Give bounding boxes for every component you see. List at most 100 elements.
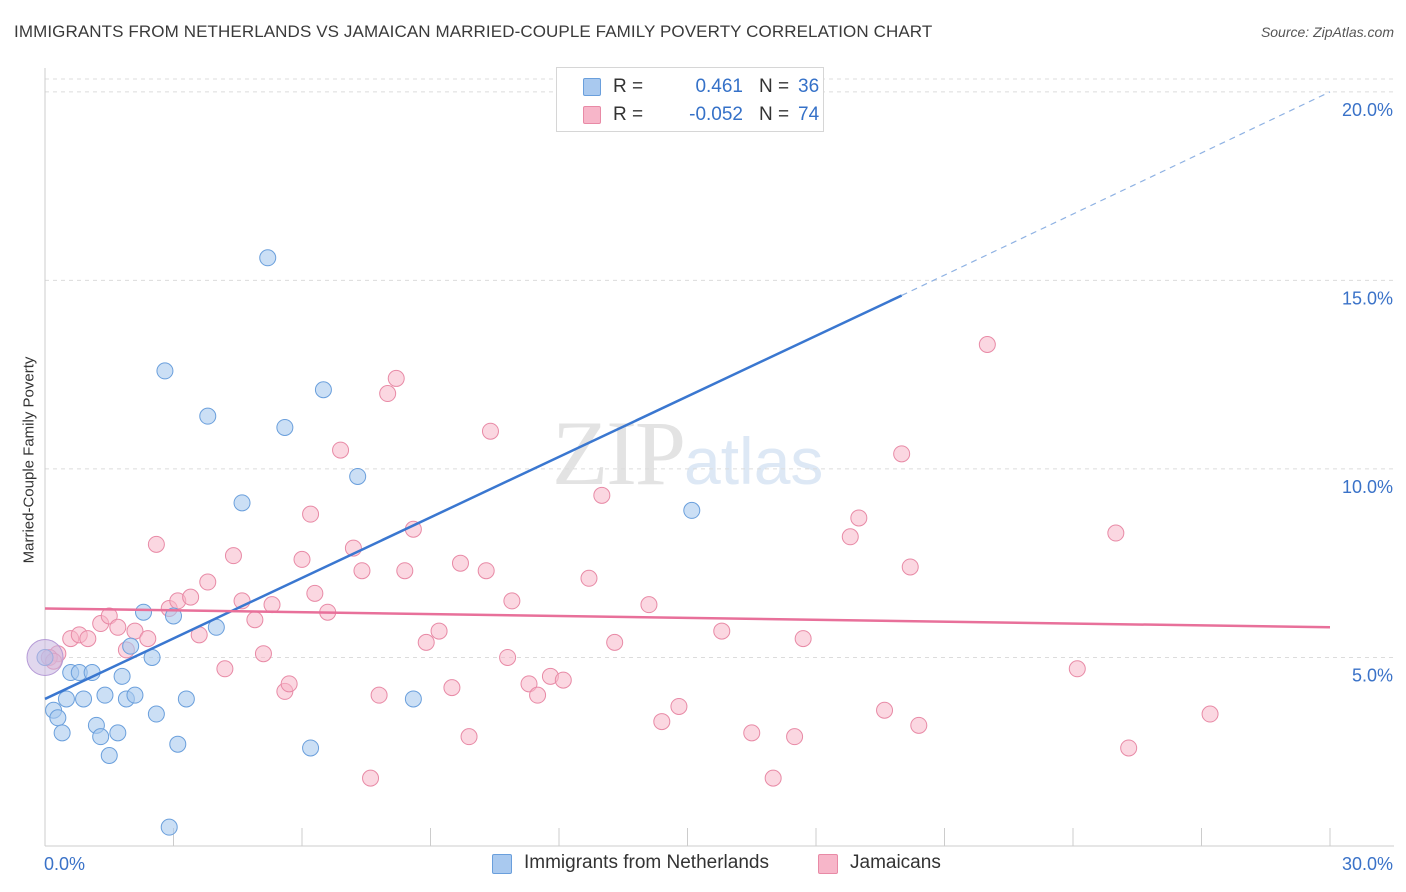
jamaicans-point <box>593 486 611 504</box>
y-tick-label: 5.0% <box>1352 665 1393 685</box>
legend-r-value: 0.461 <box>695 76 743 97</box>
jamaicans-point <box>503 592 521 610</box>
jamaicans-trend-line <box>44 607 1331 629</box>
netherlands-point <box>96 686 114 704</box>
netherlands-point <box>156 362 174 380</box>
correlation-legend: R = 0.461 N = 36 R = -0.052 N = 74 <box>556 67 824 132</box>
legend-n-value: 74 <box>798 104 820 125</box>
overlap-bubble <box>26 638 64 676</box>
jamaicans-point <box>653 713 671 731</box>
netherlands-point <box>169 735 187 753</box>
jamaicans-point <box>430 622 448 640</box>
jamaicans-point <box>451 554 469 572</box>
bottom-legend-swatch-netherlands <box>492 854 512 874</box>
netherlands-trend-extension <box>901 91 1331 297</box>
legend-n-value: 36 <box>798 76 820 97</box>
jamaicans-point <box>640 596 658 614</box>
jamaicans-point <box>580 569 598 587</box>
jamaicans-point <box>224 547 242 565</box>
netherlands-point <box>75 690 93 708</box>
netherlands-point <box>53 724 71 742</box>
jamaicans-point <box>387 369 405 387</box>
netherlands-point <box>165 607 182 625</box>
legend-r-label: R = <box>613 104 644 125</box>
netherlands-point <box>302 739 320 757</box>
netherlands-trend-line <box>44 294 903 701</box>
jamaicans-point <box>332 441 350 459</box>
jamaicans-point <box>182 588 200 606</box>
legend-r-label: R = <box>613 76 644 97</box>
jamaicans-point <box>263 596 281 614</box>
jamaicans-point <box>199 573 217 591</box>
jamaicans-point <box>417 633 435 651</box>
jamaicans-point <box>460 728 478 746</box>
netherlands-point <box>126 686 144 704</box>
y-tick-label: 20.0% <box>1342 100 1393 120</box>
jamaicans-point <box>216 660 234 678</box>
netherlands-point <box>314 381 332 399</box>
legend-n-label: N = <box>759 76 790 97</box>
jamaicans-point <box>443 679 461 697</box>
netherlands-point <box>683 501 701 519</box>
jamaicans-point <box>743 724 761 742</box>
x-tick-label: 30.0% <box>1342 854 1393 874</box>
netherlands-point <box>160 818 178 836</box>
legend-r-value: -0.052 <box>689 104 743 125</box>
bottom-legend-label-netherlands: Immigrants from Netherlands <box>524 852 769 873</box>
jamaicans-point <box>293 550 311 568</box>
netherlands-point <box>57 690 75 708</box>
jamaicans-point <box>1201 705 1219 723</box>
netherlands-point <box>135 603 153 621</box>
y-axis-label-wrap: Married-Couple Family Poverty <box>16 320 42 600</box>
jamaicans-point <box>713 622 731 640</box>
jamaicans-point <box>910 716 928 734</box>
netherlands-point <box>404 690 422 708</box>
netherlands-point <box>349 467 367 485</box>
jamaicans-point <box>379 385 397 403</box>
jamaicans-point <box>302 505 320 523</box>
netherlands-point <box>199 407 217 425</box>
netherlands-point <box>49 709 67 727</box>
jamaicans-point <box>109 618 127 636</box>
jamaicans-point <box>764 769 782 787</box>
legend-n-label: N = <box>759 104 790 125</box>
jamaicans-point <box>606 633 624 651</box>
y-tick-label: 10.0% <box>1342 477 1393 497</box>
bottom-legend-label-jamaicans: Jamaicans <box>850 852 941 873</box>
jamaicans-point <box>370 686 388 704</box>
source-label: Source: ZipAtlas.com <box>1260 24 1394 40</box>
jamaicans-point <box>100 607 118 625</box>
netherlands-point <box>233 494 251 512</box>
jamaicans-point <box>1120 739 1138 757</box>
jamaicans-point <box>670 697 688 715</box>
jamaicans-point <box>529 686 547 704</box>
jamaicans-point <box>978 335 996 353</box>
jamaicans-point <box>893 445 911 463</box>
netherlands-point <box>177 690 195 708</box>
y-axis-label: Married-Couple Family Poverty <box>20 356 38 564</box>
jamaicans-point <box>246 611 264 629</box>
jamaicans-point <box>1068 660 1086 678</box>
netherlands-point <box>259 249 277 267</box>
netherlands-point <box>122 637 140 655</box>
jamaicans-point <box>554 671 572 689</box>
legend-swatch-netherlands <box>583 78 601 96</box>
jamaicans-point <box>850 509 868 527</box>
jamaicans-point <box>362 769 380 787</box>
jamaicans-point <box>254 645 272 663</box>
jamaicans-point <box>280 675 298 693</box>
x-tick-label: 0.0% <box>44 854 85 874</box>
bottom-legend-swatch-jamaicans <box>818 854 838 874</box>
jamaicans-point <box>901 558 919 576</box>
jamaicans-point <box>1107 524 1125 542</box>
chart-title: IMMIGRANTS FROM NETHERLANDS VS JAMAICAN … <box>14 22 933 41</box>
jamaicans-point <box>786 728 804 746</box>
netherlands-point <box>100 747 118 765</box>
netherlands-point <box>113 667 131 685</box>
jamaicans-point <box>841 528 859 546</box>
legend-swatch-jamaicans <box>583 106 601 124</box>
netherlands-point <box>109 724 127 742</box>
jamaicans-point <box>139 630 157 648</box>
jamaicans-point <box>481 422 499 440</box>
